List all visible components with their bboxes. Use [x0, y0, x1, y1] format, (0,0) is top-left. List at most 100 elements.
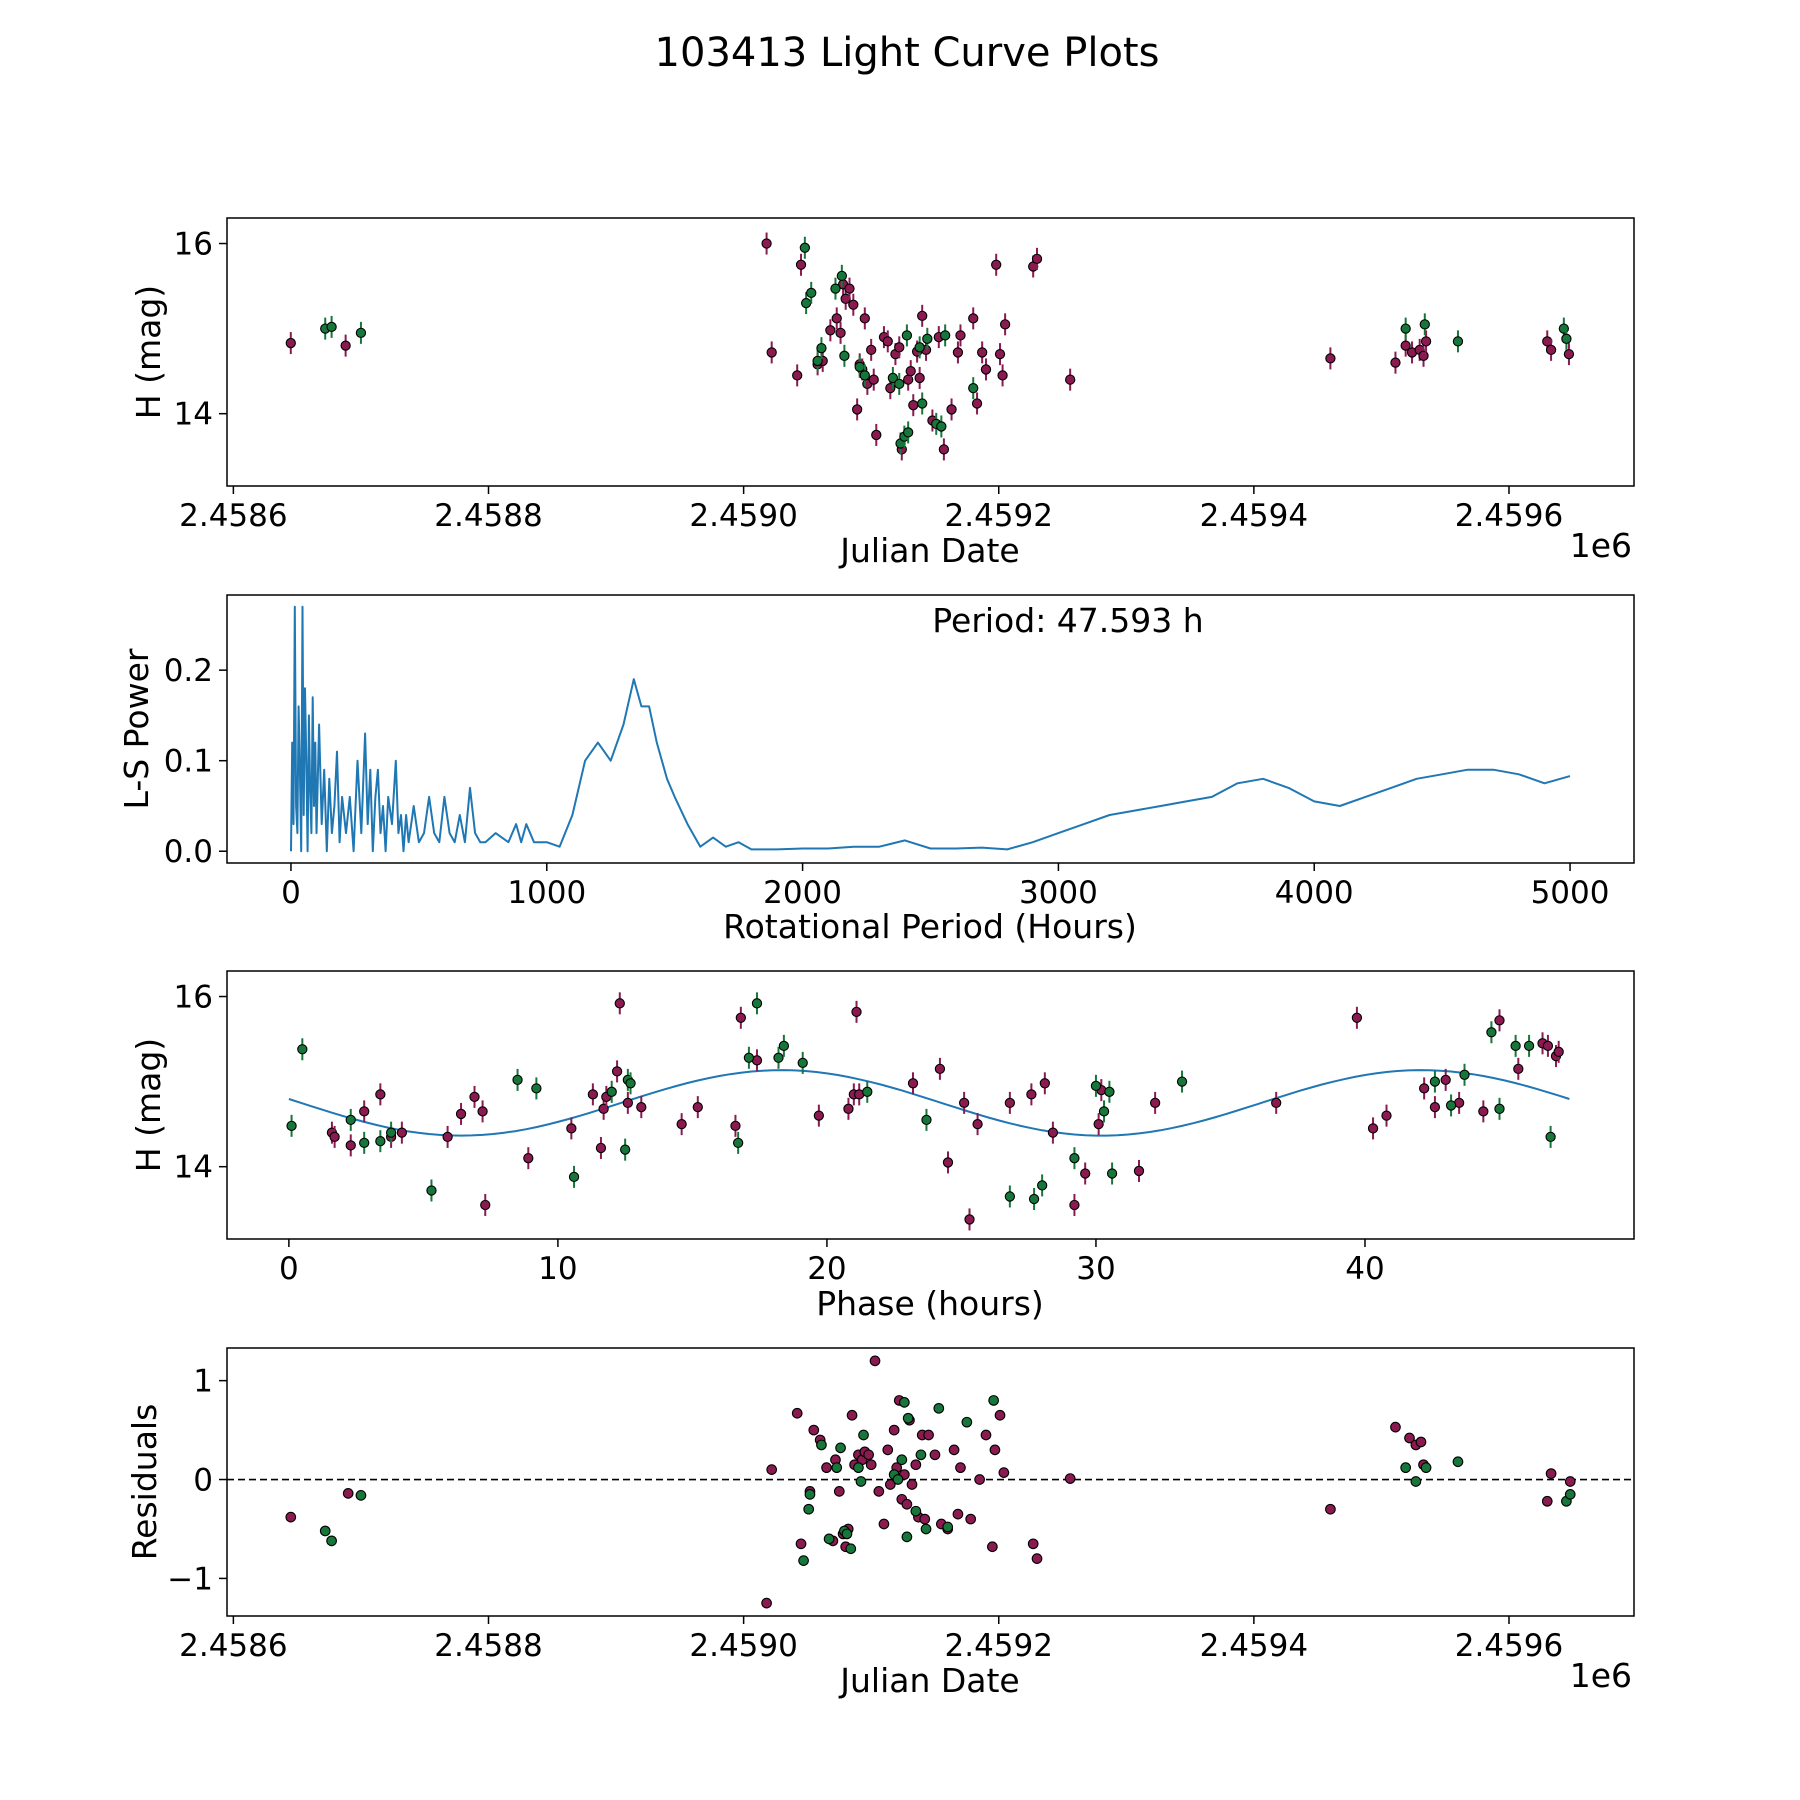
data-point: [798, 1555, 809, 1566]
phase-xlabel: Phase (hours): [816, 1284, 1044, 1323]
data-point: [833, 1486, 845, 1497]
data-point: [345, 1140, 356, 1151]
data-point: [531, 1083, 542, 1094]
phase-plot-area: [286, 992, 1570, 1231]
data-point: [921, 1114, 932, 1126]
data-point: [568, 1171, 580, 1183]
periodogram-xlabel: Rotational Period (Hours): [723, 907, 1137, 946]
data-point: [1133, 1165, 1145, 1177]
data-point: [1047, 1127, 1059, 1138]
data-point: [1390, 1421, 1401, 1433]
data-point: [942, 1521, 954, 1533]
data-point: [903, 427, 914, 438]
data-point: [831, 313, 842, 324]
data-point: [1478, 1106, 1489, 1117]
data-point: [1093, 1118, 1104, 1130]
data-point: [442, 1131, 453, 1143]
x-tick-label: 2000: [763, 875, 842, 911]
data-point: [825, 325, 836, 336]
data-point: [1367, 1123, 1379, 1134]
y-tick-label: −1: [167, 1561, 213, 1597]
data-point: [1036, 1180, 1048, 1191]
data-point: [1028, 1193, 1040, 1205]
data-point: [792, 370, 803, 381]
data-point: [851, 1006, 862, 1017]
data-point: [835, 1442, 846, 1454]
data-point: [845, 1543, 857, 1555]
lightcurve-xlabel: Julian Date: [838, 531, 1020, 570]
lightcurve-panel: 2.4586 2.4588 2.4590 2.4592 2.4594 2.4596 16 14…: [129, 217, 1635, 570]
data-point: [968, 313, 979, 324]
data-point: [936, 421, 947, 432]
data-point: [566, 1123, 577, 1134]
data-point: [1400, 340, 1411, 351]
periodogram-frame: [226, 594, 1635, 864]
periodogram-ticks: 0 1000 2000 3000 4000 5000 0.0 0.1 0.2: [164, 653, 1610, 911]
data-point: [988, 1395, 999, 1406]
data-point: [929, 1449, 941, 1461]
data-point: [882, 1444, 894, 1456]
data-point: [692, 1101, 703, 1113]
data-point: [922, 333, 933, 344]
data-point: [595, 1142, 607, 1154]
data-point: [896, 1454, 908, 1466]
data-point: [611, 1066, 623, 1077]
data-point: [1004, 1097, 1016, 1109]
data-point: [974, 1474, 985, 1485]
data-point: [901, 1498, 913, 1510]
data-point: [587, 1089, 599, 1100]
data-point: [920, 1523, 932, 1535]
data-point: [1400, 1462, 1412, 1474]
x-tick-label: 20: [807, 1251, 846, 1287]
lightcurve-ticks: 2.4586 2.4588 2.4590 2.4592 2.4594 2.4596 16 14: [174, 227, 1564, 534]
data-point: [625, 1078, 636, 1089]
data-point: [1445, 1100, 1457, 1111]
data-point: [797, 1057, 808, 1069]
fit-curve: [288, 1069, 1570, 1137]
data-point: [901, 330, 913, 341]
data-point: [1080, 1168, 1091, 1179]
y-tick-label: 0: [193, 1463, 213, 1499]
period-annotation: Period: 47.593 h: [932, 601, 1203, 640]
data-point: [751, 998, 763, 1009]
phase-frame: [226, 970, 1635, 1240]
data-point: [853, 1462, 864, 1474]
x-tick-label: 2.4596: [1455, 1628, 1563, 1664]
data-point: [1149, 1097, 1161, 1109]
data-point: [923, 1429, 934, 1441]
data-point: [319, 1525, 331, 1537]
data-point: [991, 259, 1002, 270]
lightcurve-ylabel: H (mag): [129, 285, 168, 419]
data-point: [938, 444, 950, 455]
data-point: [902, 1412, 914, 1424]
y-tick-label: 14: [174, 1150, 213, 1186]
data-point: [894, 342, 905, 353]
data-point: [1420, 1462, 1432, 1474]
data-point: [375, 1136, 386, 1147]
data-point: [800, 297, 812, 309]
data-point: [1031, 253, 1043, 264]
data-point: [1098, 1106, 1110, 1117]
x-tick-label: 30: [1076, 1251, 1115, 1287]
data-point: [329, 1131, 340, 1143]
data-point: [1090, 1080, 1102, 1092]
data-point: [396, 1127, 408, 1138]
data-point: [952, 347, 964, 358]
data-point: [359, 1106, 370, 1117]
data-point: [865, 1459, 877, 1471]
data-point: [914, 342, 925, 353]
data-point: [946, 404, 957, 415]
data-point: [1494, 1103, 1505, 1114]
data-point: [620, 1144, 631, 1155]
data-point: [340, 340, 351, 351]
data-point: [512, 1074, 523, 1086]
data-point: [1271, 1097, 1282, 1109]
data-point: [831, 1462, 843, 1474]
power-spectrum-line: [290, 605, 1571, 853]
data-point: [823, 1533, 835, 1545]
data-point: [908, 400, 919, 411]
x-tick-label: 2.4594: [1200, 1628, 1308, 1664]
data-point: [1351, 1012, 1363, 1023]
data-point: [882, 336, 893, 347]
data-point: [355, 327, 367, 339]
